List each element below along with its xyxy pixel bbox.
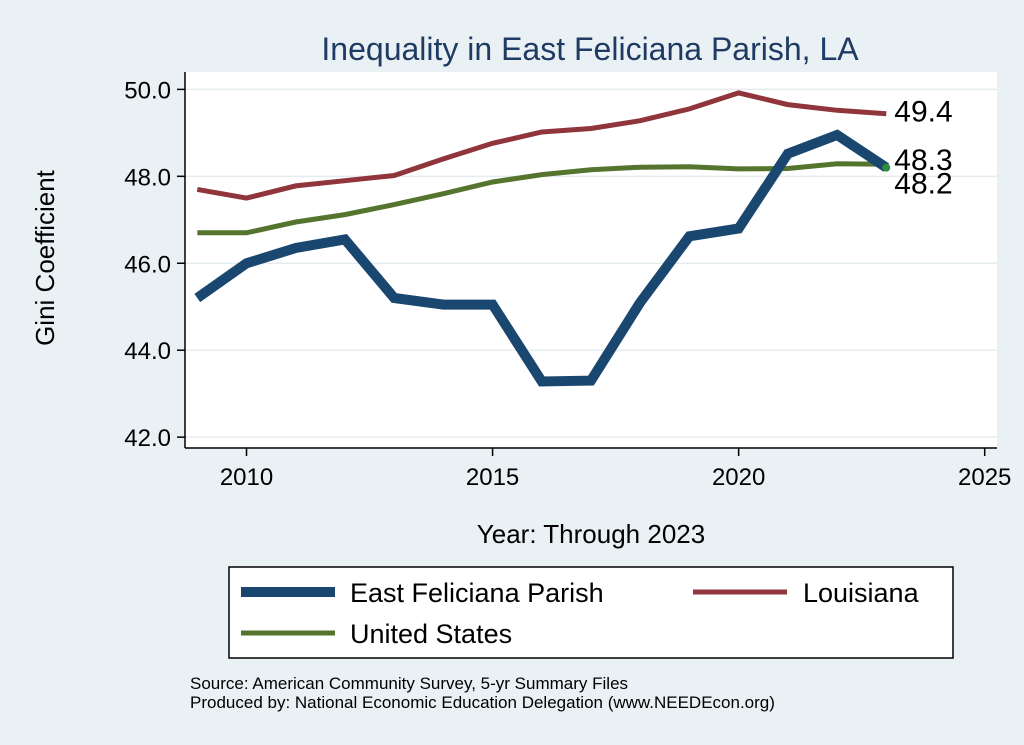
y-tick-label: 50.0 — [124, 77, 171, 104]
end-label-east-feliciana-parish: 48.2 — [894, 168, 952, 201]
produced-by-note: Produced by: National Economic Education… — [190, 693, 775, 712]
end-point-marker — [882, 163, 891, 172]
series-line-louisiana — [196, 90, 887, 201]
y-tick-label: 48.0 — [124, 164, 171, 191]
legend-box — [228, 566, 954, 659]
x-tick-label: 2020 — [712, 464, 765, 491]
legend-label-parish: East Feliciana Parish — [350, 578, 604, 608]
x-axis-label: Year: Through 2023 — [477, 519, 705, 549]
gridlines — [185, 88, 997, 438]
legend: East Feliciana Parish Louisiana United S… — [228, 566, 954, 659]
series-line-east-feliciana-parish — [194, 129, 890, 387]
x-tick-label: 2010 — [220, 464, 273, 491]
y-axis-label: Gini Coefficient — [30, 169, 60, 346]
end-labels: 48.2 49.4 48.3 — [894, 96, 952, 201]
legend-label-louisiana: Louisiana — [803, 578, 920, 608]
series-lines — [194, 90, 891, 387]
y-tick-label: 42.0 — [124, 425, 171, 452]
x-tick-label: 2015 — [466, 464, 519, 491]
x-tick-label: 2025 — [958, 464, 1011, 491]
end-label-louisiana: 49.4 — [894, 96, 952, 129]
chart-title: Inequality in East Feliciana Parish, LA — [321, 31, 859, 67]
source-note: Source: American Community Survey, 5-yr … — [190, 674, 628, 693]
y-tick-label: 46.0 — [124, 251, 171, 278]
series-line-united-states — [197, 161, 887, 236]
axes: 42.0 44.0 46.0 48.0 50.0 2010 2015 2020 2025 — [124, 72, 1011, 491]
y-tick-label: 44.0 — [124, 338, 171, 365]
end-label-united-states: 48.3 — [894, 144, 952, 177]
legend-label-us: United States — [350, 619, 512, 649]
